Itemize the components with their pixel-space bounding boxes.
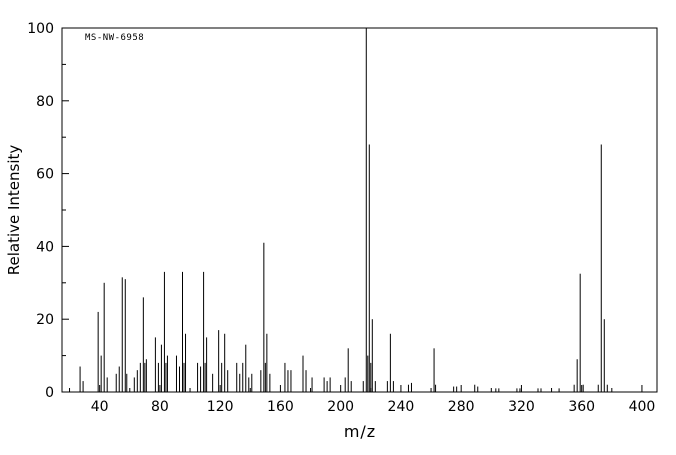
x-tick-label: 200: [327, 399, 354, 415]
x-tick-label: 400: [629, 399, 656, 415]
x-tick-label: 280: [448, 399, 475, 415]
x-tick-label: 160: [267, 399, 294, 415]
x-tick-label: 80: [151, 399, 169, 415]
y-tick-label: 100: [27, 21, 54, 37]
x-tick-label: 320: [508, 399, 535, 415]
y-tick-label: 60: [36, 167, 54, 183]
y-tick-label: 0: [45, 385, 54, 401]
x-tick-label: 120: [207, 399, 234, 415]
y-tick-label: 80: [36, 94, 54, 110]
plot-frame: [61, 27, 658, 393]
x-tick-label: 360: [568, 399, 595, 415]
spectrum-id-annotation: MS-NW-6958: [85, 33, 145, 43]
x-axis-label: m/z: [343, 422, 377, 441]
x-tick-label: 240: [388, 399, 415, 415]
y-tick-label: 20: [36, 312, 54, 328]
x-tick-label: 40: [91, 399, 109, 415]
y-tick-label: 40: [36, 239, 54, 255]
y-axis-label: Relative Intensity: [5, 144, 23, 276]
